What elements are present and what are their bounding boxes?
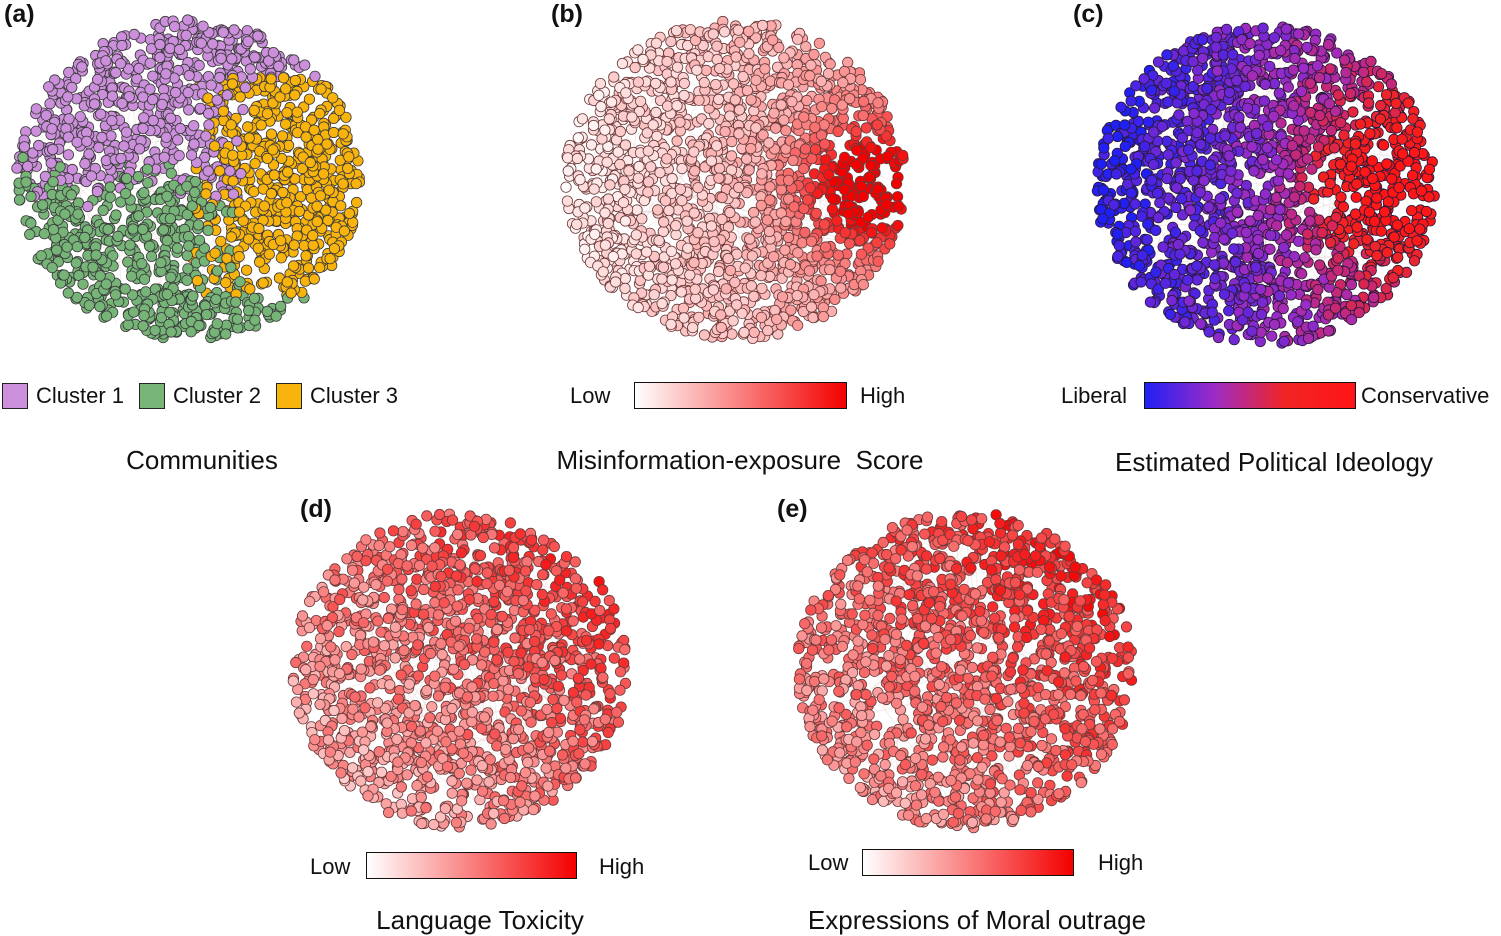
panel-d-letter: (d) xyxy=(300,495,332,523)
panel-d-high-label: High xyxy=(599,854,645,879)
toxicity-colorbar xyxy=(366,852,577,879)
panel-b-high-label: High xyxy=(860,383,906,408)
toxicity-network xyxy=(287,508,632,833)
cluster-3-swatch xyxy=(276,383,302,409)
panel-b-title: Misinformation-exposure Score xyxy=(556,445,924,475)
panel-d-low-label: Low xyxy=(310,854,351,879)
panel-b-letter: (b) xyxy=(551,0,583,28)
panel-c-low-label: Liberal xyxy=(1061,383,1128,408)
misinformation-colorbar xyxy=(634,382,847,409)
cluster-2-label: Cluster 2 xyxy=(173,383,262,408)
moral-outrage-colorbar xyxy=(862,849,1074,876)
panel-c-high-label: Conservative xyxy=(1361,383,1490,408)
panel-e-title: Expressions of Moral outrage xyxy=(807,905,1147,935)
panel-a-title: Communities xyxy=(126,445,278,475)
panel-d-title: Language Toxicity xyxy=(376,905,584,935)
panel-e-letter: (e) xyxy=(777,495,808,523)
ideology-network xyxy=(1091,21,1440,349)
panel-a-letter: (a) xyxy=(4,0,35,28)
cluster-1-swatch xyxy=(2,383,28,409)
panel-e-low-label: Low xyxy=(808,850,849,875)
panel-c-letter: (c) xyxy=(1073,0,1104,28)
misinformation-network xyxy=(560,15,909,344)
cluster-3-label: Cluster 3 xyxy=(310,383,399,408)
panel-b-low-label: Low xyxy=(570,383,611,408)
cluster-2-swatch xyxy=(139,383,165,409)
community-network xyxy=(11,14,366,344)
panel-c-title: Estimated Political Ideology xyxy=(1115,447,1433,477)
panel-e-high-label: High xyxy=(1098,850,1144,875)
ideology-colorbar xyxy=(1144,382,1356,409)
moral-outrage-network xyxy=(793,509,1138,834)
cluster-1-label: Cluster 1 xyxy=(36,383,125,408)
